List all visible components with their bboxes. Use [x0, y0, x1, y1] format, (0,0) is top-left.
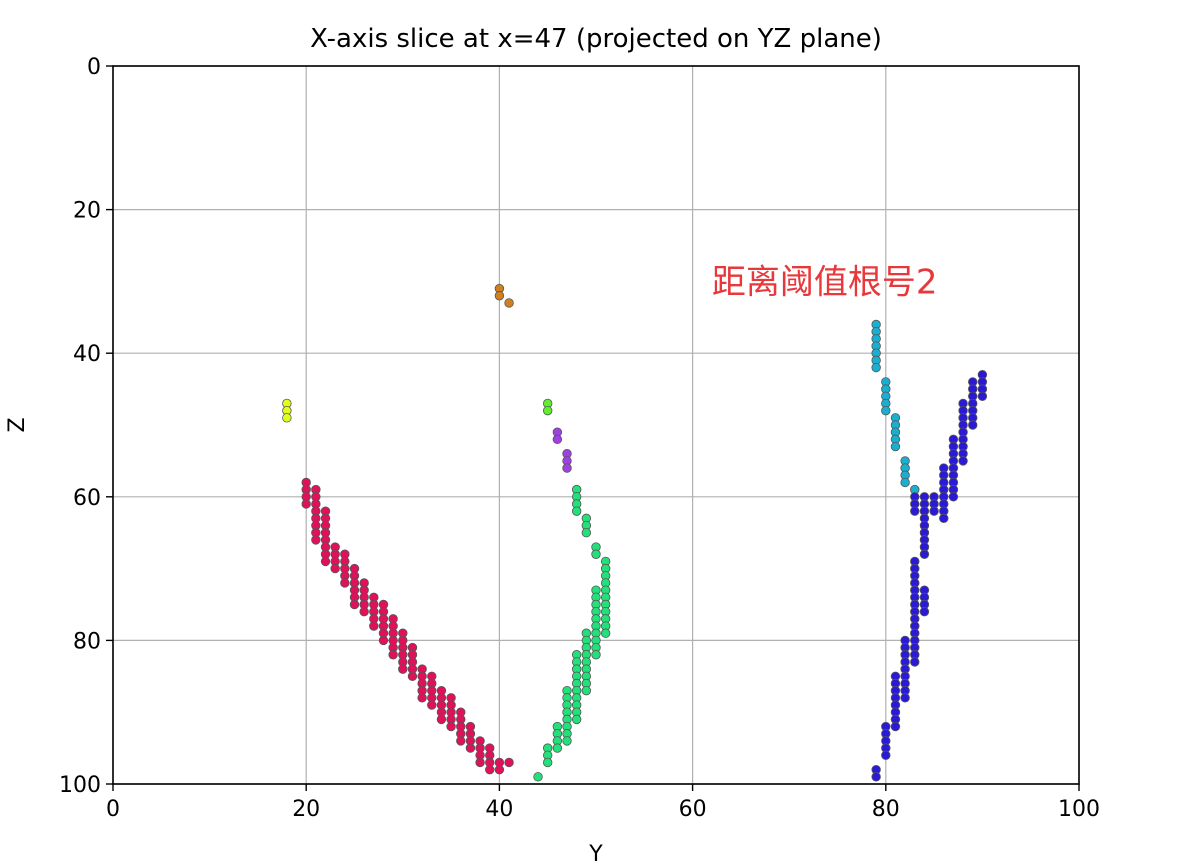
data-point: [591, 650, 601, 660]
x-tick-label: 40: [485, 797, 513, 822]
point-series: [871, 319, 920, 495]
x-tick-label: 0: [106, 797, 120, 822]
point-series: [533, 484, 611, 782]
data-point: [456, 736, 466, 746]
data-point: [417, 693, 427, 703]
data-point: [591, 549, 601, 559]
x-tick-label: 60: [679, 797, 707, 822]
data-point: [968, 420, 978, 430]
y-tick-label: 100: [59, 773, 101, 798]
y-tick-label: 20: [73, 199, 101, 224]
data-point: [881, 750, 891, 760]
data-point: [282, 413, 292, 423]
data-point: [301, 499, 311, 509]
data-point: [939, 513, 949, 524]
data-point: [900, 477, 910, 488]
point-series: [543, 398, 553, 416]
data-point: [552, 434, 563, 445]
y-tick-label: 60: [73, 486, 101, 511]
data-point: [359, 606, 369, 617]
data-point: [543, 405, 553, 416]
data-point: [407, 671, 418, 682]
data-points: [282, 283, 988, 782]
data-point: [562, 463, 572, 473]
chart-title: X-axis slice at x=47 (projected on YZ pl…: [310, 24, 882, 54]
data-point: [910, 506, 920, 516]
data-point: [378, 635, 389, 646]
data-point: [504, 757, 514, 768]
data-point: [881, 405, 891, 416]
point-series: [282, 398, 292, 423]
data-point: [446, 721, 456, 732]
data-point: [871, 362, 881, 373]
data-point: [871, 772, 881, 782]
data-point: [427, 700, 437, 710]
y-axis-label: Z: [5, 417, 30, 432]
data-point: [465, 743, 476, 753]
plot-frame: [112, 65, 1080, 785]
data-point: [494, 291, 505, 301]
data-point: [890, 721, 901, 732]
data-point: [977, 391, 988, 401]
data-point: [349, 599, 360, 610]
x-axis-label: Y: [588, 842, 603, 867]
data-point: [929, 506, 939, 516]
data-point: [910, 657, 920, 667]
data-point: [504, 298, 514, 308]
data-point: [494, 764, 505, 775]
data-point: [436, 714, 447, 725]
data-point: [311, 535, 321, 545]
data-point: [320, 556, 331, 567]
point-series: [494, 283, 514, 308]
data-point: [485, 764, 495, 775]
data-point: [398, 664, 408, 674]
data-point: [581, 528, 592, 538]
data-point: [330, 563, 340, 574]
point-series: [552, 427, 572, 473]
data-point: [388, 650, 398, 660]
data-point: [958, 456, 968, 466]
x-tick-label: 20: [292, 797, 320, 822]
data-point: [369, 621, 379, 631]
point-series: [301, 477, 514, 775]
grid-lines: [112, 65, 1080, 785]
data-point: [475, 757, 485, 768]
y-tick-label: 80: [73, 629, 101, 654]
y-tick-label: 0: [87, 55, 101, 80]
x-tick-label: 100: [1058, 797, 1100, 822]
data-point: [919, 549, 930, 559]
data-point: [948, 492, 959, 502]
data-point: [571, 714, 582, 725]
data-point: [919, 606, 930, 617]
data-point: [600, 628, 611, 638]
data-point: [571, 506, 582, 516]
annotation-text: 距离阈值根号2: [712, 262, 938, 302]
data-point: [890, 441, 901, 452]
data-point: [340, 578, 350, 588]
data-point: [900, 693, 910, 703]
x-tick-label: 80: [872, 797, 900, 822]
data-point: [543, 757, 553, 768]
data-point: [533, 772, 543, 782]
point-series: [871, 370, 988, 782]
data-point: [562, 736, 572, 746]
data-point: [581, 685, 592, 696]
y-tick-label: 40: [73, 342, 101, 367]
data-point: [552, 743, 563, 753]
